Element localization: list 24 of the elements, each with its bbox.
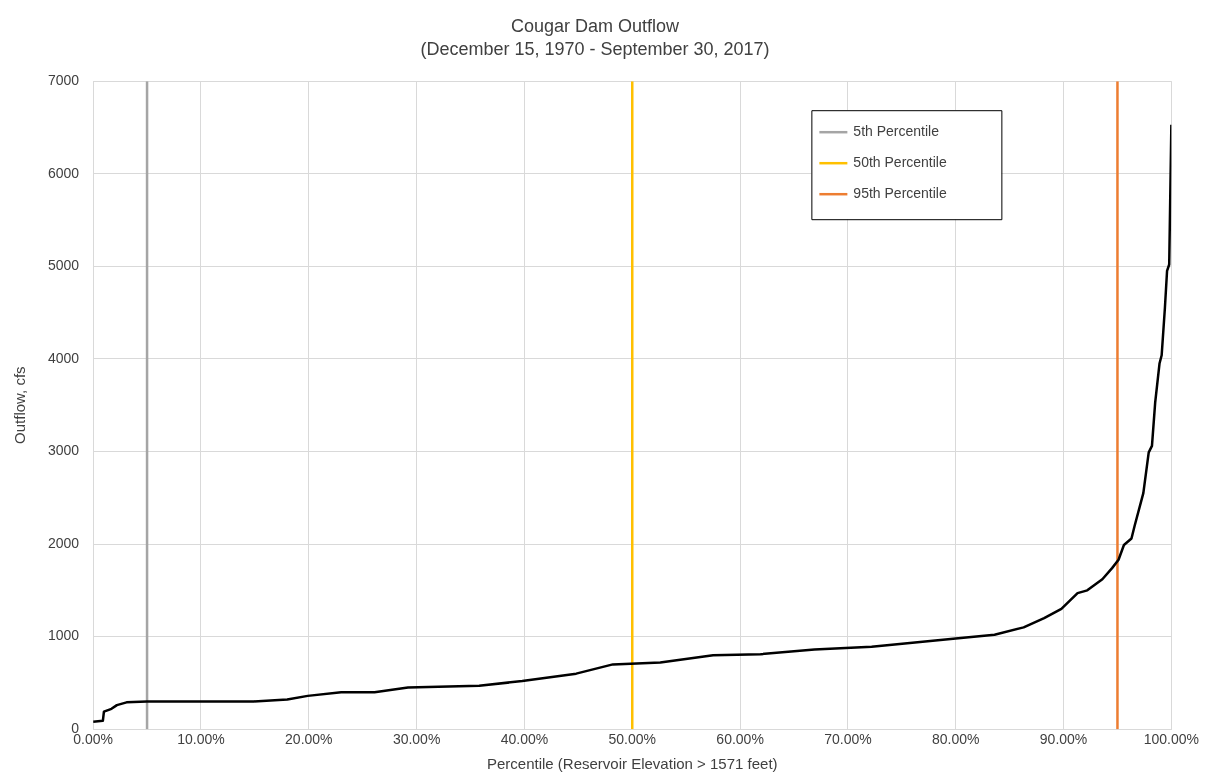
x-tick-label: 100.00%	[1143, 731, 1200, 748]
x-tick-label: 60.00%	[716, 731, 764, 748]
x-tick-label: 50.00%	[608, 731, 656, 748]
chart-subtitle: (December 15, 1970 - September 30, 2017)	[420, 39, 770, 60]
y-tick-label: 5000	[47, 257, 80, 274]
x-tick-label: 10.00%	[177, 731, 225, 748]
x-tick-label: 70.00%	[824, 731, 872, 748]
legend-label: 95th Percentile	[853, 185, 947, 202]
y-tick-label: 7000	[47, 72, 80, 89]
legend-label: 5th Percentile	[853, 123, 940, 140]
y-tick-label: 1000	[47, 627, 80, 644]
y-tick-label: 6000	[47, 164, 80, 181]
legend-label: 50th Percentile	[853, 154, 947, 171]
x-tick-label: 40.00%	[500, 731, 549, 748]
chart-title: Cougar Dam Outflow	[510, 15, 681, 36]
x-axis-title: Percentile (Reservoir Elevation > 1571 feet)	[486, 755, 778, 773]
x-tick-label: 30.00%	[392, 731, 441, 748]
x-tick-label: 20.00%	[285, 731, 333, 748]
y-tick-label: 4000	[47, 349, 80, 366]
y-axis-title: Outflow, cfs	[11, 366, 29, 444]
x-tick-label: 90.00%	[1039, 731, 1088, 748]
x-tick-label: 80.00%	[931, 731, 980, 748]
y-tick-label: 2000	[47, 534, 80, 551]
y-tick-label: 3000	[47, 442, 80, 459]
